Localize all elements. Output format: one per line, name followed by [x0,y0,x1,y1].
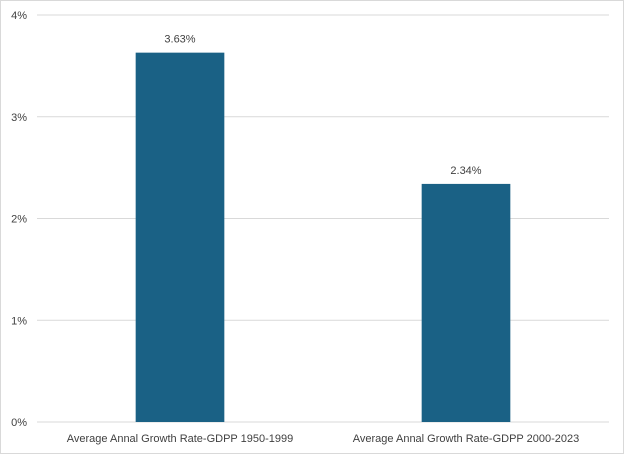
data-labels: 3.63% 2.34% [164,34,481,177]
x-category-label: Average Annal Growth Rate-GDPP 1950-1999 [67,433,293,445]
x-category-label: Average Annal Growth Rate-GDPP 2000-2023 [353,433,579,445]
y-tick-label: 1% [11,315,27,327]
bar [421,183,511,422]
bar [135,52,225,423]
y-tick-label: 3% [11,112,27,124]
gridlines [37,14,609,423]
y-tick-label: 0% [11,417,27,429]
y-tick-label: 4% [11,10,27,22]
y-tick-label: 2% [11,214,27,226]
data-label: 3.63% [164,34,195,46]
bars [135,52,511,423]
data-label: 2.34% [450,165,481,177]
y-axis-tick-labels: 0% 1% 2% 3% 4% [11,10,27,429]
x-axis-category-labels: Average Annal Growth Rate-GDPP 1950-1999… [67,433,579,445]
